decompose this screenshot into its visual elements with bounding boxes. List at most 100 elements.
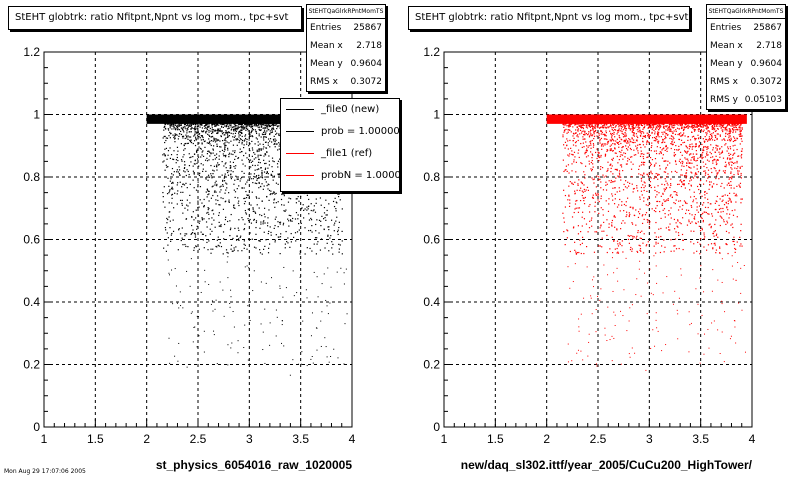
scatter-point [234, 125, 237, 127]
scatter-point [736, 160, 738, 163]
scatter-point [724, 144, 726, 146]
scatter-point [655, 172, 657, 175]
scatter-point [263, 127, 265, 129]
scatter-point [598, 212, 600, 215]
scatter-point [277, 126, 279, 128]
scatter-point [655, 176, 657, 179]
scatter-point [221, 149, 224, 151]
scatter-point [657, 124, 659, 126]
scatter-point [646, 152, 648, 154]
scatter-point [717, 172, 719, 174]
scatter-point [701, 227, 703, 229]
scatter-point [249, 319, 251, 321]
scatter-point [564, 206, 567, 208]
scatter-point [237, 197, 239, 199]
scatter-point [270, 190, 272, 192]
scatter-point [323, 206, 326, 209]
scatter-point [177, 126, 179, 128]
scatter-point [631, 222, 633, 224]
scatter-point [578, 124, 580, 126]
scatter-point [230, 170, 232, 172]
scatter-point [619, 210, 621, 212]
scatter-point [629, 213, 631, 216]
scatter-point [612, 173, 614, 175]
scatter-point [274, 206, 276, 208]
scatter-point [163, 160, 165, 162]
scatter-point [718, 170, 720, 172]
scatter-point [633, 133, 635, 135]
scatter-point [732, 130, 734, 132]
scatter-point [694, 173, 696, 175]
scatter-point [193, 187, 195, 189]
scatter-point [266, 171, 268, 173]
scatter-point [678, 234, 680, 236]
scatter-point [299, 251, 302, 253]
scatter-point [187, 205, 189, 207]
scatter-point [673, 218, 675, 221]
scatter-point [172, 303, 174, 305]
scatter-point [226, 136, 229, 138]
scatter-point [268, 184, 270, 186]
scatter-point [722, 126, 724, 128]
scatter-point [214, 226, 216, 228]
scatter-point [241, 170, 243, 173]
scatter-point [651, 159, 654, 161]
scatter-point [582, 136, 584, 138]
scatter-point [698, 145, 700, 147]
scatter-point [715, 124, 718, 126]
scatter-point [637, 190, 639, 192]
scatter-point [642, 140, 644, 142]
scatter-point [663, 199, 665, 201]
scatter-point [226, 261, 228, 263]
scatter-point [281, 324, 283, 326]
scatter-point [590, 161, 593, 164]
scatter-point [605, 138, 607, 140]
scatter-point [205, 123, 207, 125]
scatter-point [587, 133, 590, 135]
scatter-point [655, 138, 657, 140]
scatter-point [238, 185, 240, 187]
scatter-point [293, 236, 295, 238]
scatter-point [218, 124, 220, 126]
scatter-point [621, 245, 623, 247]
scatter-point [702, 183, 705, 185]
scatter-point [586, 125, 588, 127]
scatter-point [724, 172, 726, 174]
scatter-point [223, 143, 225, 145]
scatter-point [264, 176, 266, 178]
scatter-point [195, 209, 197, 211]
scatter-point [192, 229, 194, 231]
scatter-point [226, 183, 228, 185]
scatter-point [291, 220, 293, 222]
scatter-point [232, 136, 234, 138]
scatter-point [255, 124, 258, 126]
scatter-point [571, 163, 573, 165]
scatter-point [679, 200, 682, 202]
scatter-point [726, 194, 729, 197]
scatter-point [277, 183, 279, 185]
scatter-point [253, 151, 255, 154]
scatter-point [216, 132, 218, 135]
scatter-point [207, 249, 209, 251]
scatter-point [726, 158, 729, 160]
scatter-point [702, 130, 704, 133]
scatter-point [234, 207, 236, 209]
scatter-point [215, 199, 217, 201]
scatter-point [620, 166, 623, 168]
scatter-point [265, 172, 268, 175]
scatter-point [682, 248, 684, 251]
scatter-point [275, 202, 277, 204]
scatter-point [600, 126, 602, 129]
scatter-point [585, 123, 587, 125]
scatter-point [705, 127, 707, 129]
scatter-point [217, 199, 219, 202]
scatter-point [653, 245, 655, 247]
scatter-point [171, 123, 173, 125]
scatter-point [257, 126, 259, 128]
scatter-point [248, 139, 250, 141]
scatter-point [197, 138, 199, 140]
scatter-point [241, 150, 243, 153]
scatter-point [251, 238, 253, 240]
scatter-point [240, 126, 242, 128]
scatter-point [659, 146, 661, 149]
